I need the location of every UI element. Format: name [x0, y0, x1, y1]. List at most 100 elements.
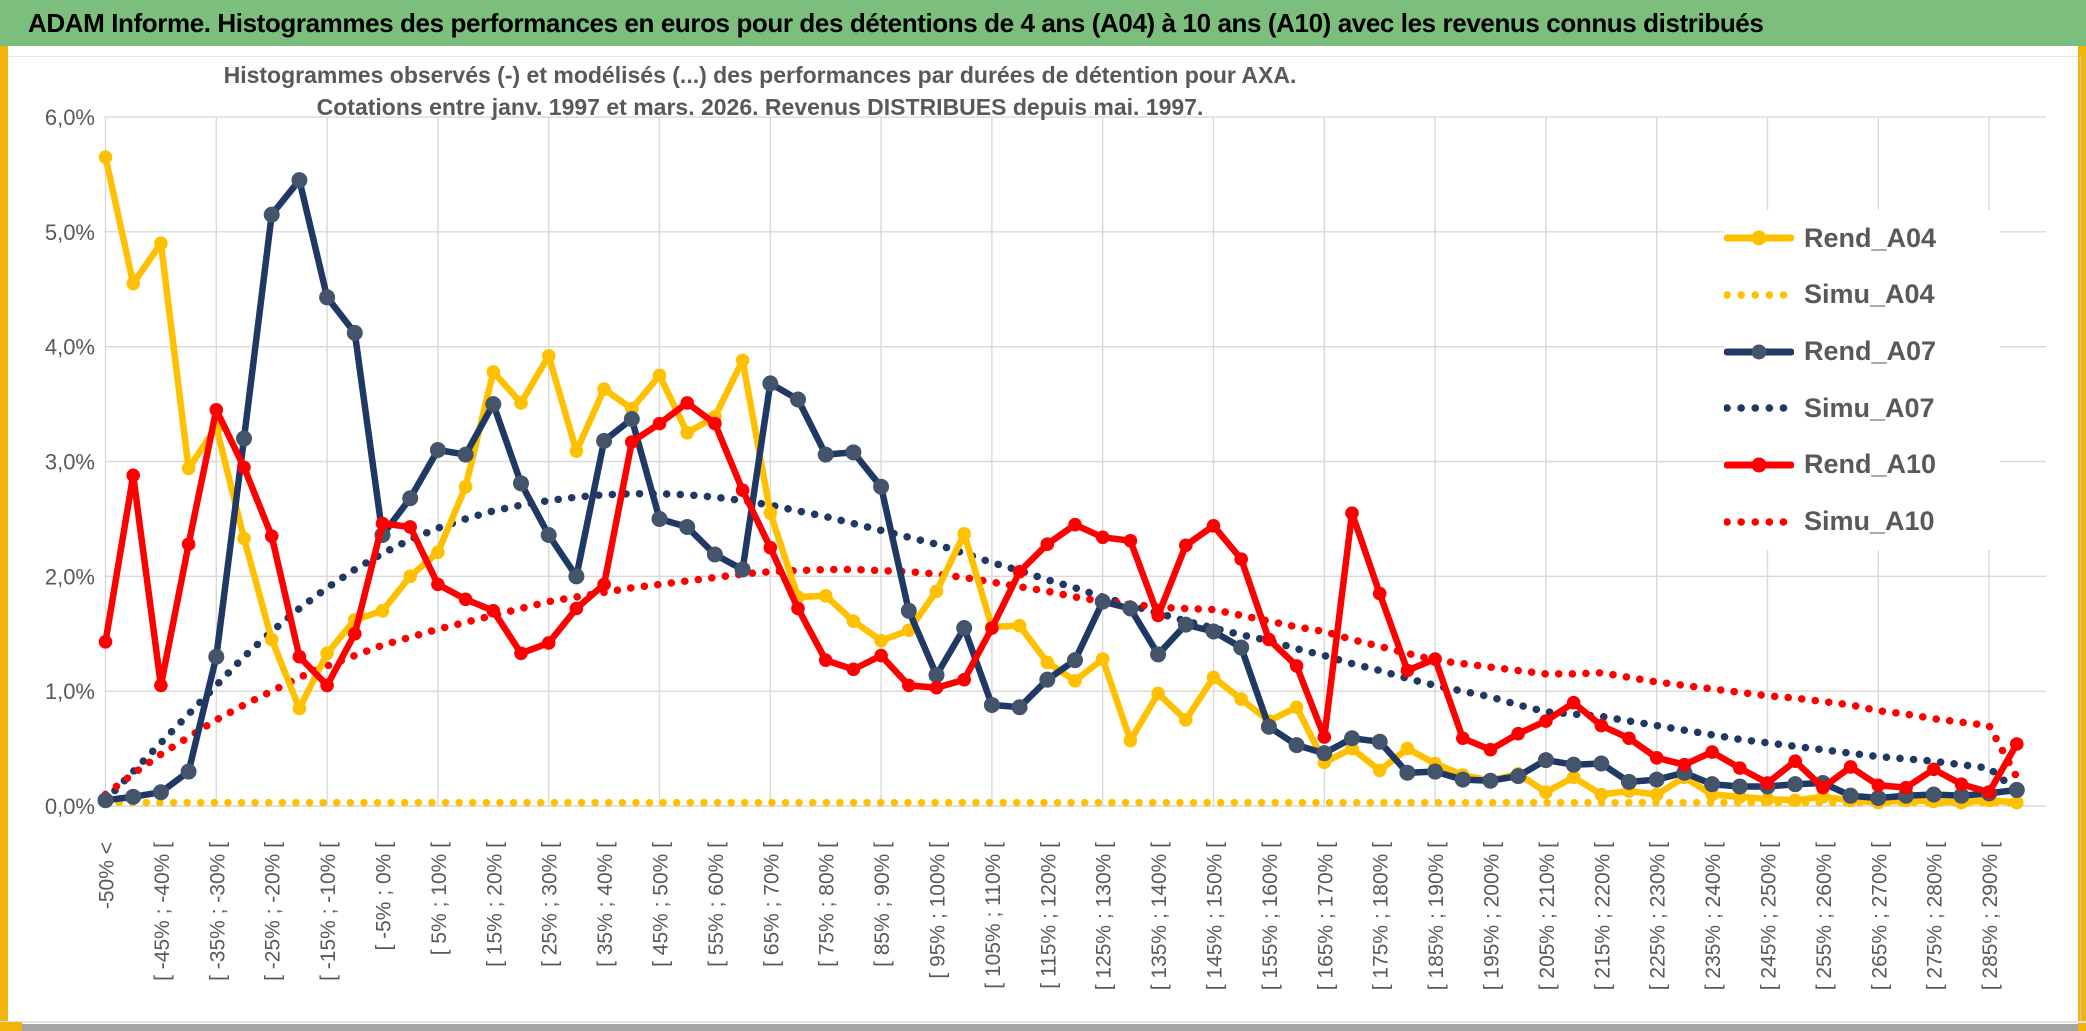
- x-axis-label: -50% <: [96, 842, 119, 909]
- bottom-divider: [0, 1021, 2086, 1023]
- marker-rend_a10: [1206, 519, 1221, 533]
- y-axis-label: 3,0%: [45, 450, 95, 475]
- y-axis-label: 0,0%: [45, 794, 95, 819]
- marker-rend_a10: [874, 648, 888, 663]
- marker-rend_a04: [486, 365, 501, 379]
- marker-rend_a04: [375, 603, 390, 618]
- bottom-scrollbar[interactable]: [0, 1024, 2086, 1031]
- marker-rend_a07: [1427, 763, 1444, 780]
- marker-rend_a07: [1593, 755, 1610, 772]
- legend-dotted-icon: [1724, 404, 1794, 413]
- marker-rend_a10: [791, 601, 805, 616]
- marker-rend_a07: [1011, 699, 1028, 716]
- marker-rend_a10: [569, 601, 584, 616]
- legend-item-simu_a07: Simu_A07: [1724, 391, 2000, 425]
- marker-rend_a04: [763, 506, 778, 520]
- marker-rend_a04: [292, 701, 307, 716]
- x-axis-label: [ -25% ; -20% [: [262, 842, 285, 981]
- marker-rend_a07: [152, 784, 169, 801]
- y-axis-label: 2,0%: [45, 564, 95, 589]
- marker-rend_a10: [708, 416, 722, 431]
- marker-rend_a10: [403, 520, 418, 534]
- x-axis-label: [ 15% ; 20% [: [483, 842, 506, 967]
- x-axis-label: [ 235% ; 240% [: [1702, 842, 1725, 990]
- marker-rend_a07: [180, 763, 197, 780]
- y-axis-label: 4,0%: [45, 335, 95, 360]
- marker-rend_a07: [1094, 593, 1111, 610]
- marker-rend_a07: [513, 475, 529, 492]
- left-accent-bar: [0, 46, 8, 1024]
- marker-rend_a07: [1344, 730, 1360, 747]
- marker-rend_a04: [514, 396, 528, 410]
- x-axis-label: [ 85% ; 90% [: [871, 842, 894, 967]
- marker-rend_a04: [264, 632, 279, 647]
- marker-rend_a04: [1372, 763, 1387, 778]
- marker-rend_a07: [457, 446, 474, 463]
- x-axis-label: [ -15% ; -10% [: [317, 842, 340, 981]
- x-axis-label: [ 155% ; 160% [: [1259, 842, 1282, 990]
- marker-rend_a04: [874, 633, 888, 648]
- marker-rend_a07: [429, 442, 446, 459]
- marker-rend_a07: [319, 289, 336, 306]
- marker-rend_a10: [929, 680, 944, 695]
- chart-title-line1: Histogrammes observés (-) et modélisés (…: [223, 62, 1297, 88]
- marker-rend_a07: [1177, 616, 1194, 633]
- marker-rend_a10: [1123, 533, 1138, 548]
- marker-rend_a10: [486, 603, 501, 618]
- marker-rend_a07: [1371, 733, 1388, 750]
- marker-rend_a07: [540, 527, 557, 544]
- x-axis-label: [ 185% ; 190% [: [1425, 842, 1448, 990]
- marker-rend_a10: [1483, 742, 1498, 757]
- x-axis-label: [ 215% ; 220% [: [1591, 842, 1614, 990]
- marker-rend_a07: [817, 446, 834, 463]
- x-axis-label: [ -45% ; -40% [: [151, 842, 174, 981]
- marker-rend_a07: [873, 478, 890, 495]
- marker-rend_a10: [181, 537, 196, 551]
- marker-rend_a10: [514, 646, 528, 661]
- marker-rend_a04: [1206, 670, 1221, 685]
- marker-rend_a04: [320, 646, 334, 661]
- marker-rend_a10: [1317, 730, 1332, 744]
- marker-rend_a10: [1151, 608, 1165, 623]
- marker-rend_a10: [985, 621, 999, 635]
- marker-rend_a07: [790, 391, 806, 408]
- x-axis-label: [ 5% ; 10% [: [428, 842, 451, 955]
- marker-rend_a07: [568, 568, 585, 585]
- x-axis-label: [ -5% ; 0% [: [373, 842, 396, 951]
- marker-rend_a07: [1925, 786, 1942, 803]
- marker-rend_a07: [1288, 737, 1305, 754]
- legend-item-rend_a07: Rend_A07: [1724, 335, 2000, 369]
- marker-rend_a10: [1843, 760, 1858, 774]
- marker-rend_a04: [652, 368, 667, 383]
- marker-rend_a10: [1456, 731, 1470, 746]
- marker-rend_a10: [1760, 776, 1775, 790]
- marker-rend_a04: [154, 236, 168, 251]
- marker-rend_a07: [679, 518, 696, 535]
- marker-rend_a04: [1594, 787, 1609, 802]
- marker-rend_a10: [1262, 632, 1276, 647]
- series-rend_a10: [102, 399, 2021, 796]
- marker-rend_a10: [1068, 517, 1082, 532]
- marker-rend_a07: [1704, 776, 1721, 793]
- marker-rend_a04: [1539, 785, 1553, 800]
- chart-title-line2: Cotations entre janv. 1997 et mars. 2026…: [316, 94, 1204, 120]
- marker-rend_a10: [431, 577, 445, 592]
- marker-rend_a10: [237, 460, 251, 475]
- marker-rend_a10: [1677, 757, 1692, 772]
- marker-rend_a10: [1234, 552, 1248, 566]
- x-axis-label: [ 195% ; 200% [: [1481, 842, 1504, 990]
- marker-rend_a10: [1539, 714, 1553, 728]
- legend-label: Rend_A04: [1804, 222, 1937, 253]
- x-axis-label: [ 275% ; 280% [: [1924, 842, 1947, 990]
- marker-rend_a10: [846, 662, 861, 677]
- marker-rend_a10: [1926, 762, 1941, 777]
- marker-rend_a04: [1123, 733, 1138, 748]
- x-axis-label: [ 165% ; 170% [: [1314, 842, 1337, 990]
- x-axis-label: [ 115% ; 120% [: [1037, 842, 1060, 989]
- marker-rend_a04: [1095, 652, 1110, 666]
- marker-rend_a04: [735, 353, 750, 368]
- series-simu_a07: [101, 489, 2021, 805]
- marker-rend_a04: [569, 444, 584, 458]
- legend-label: Simu_A10: [1804, 506, 1935, 537]
- marker-rend_a07: [291, 172, 308, 189]
